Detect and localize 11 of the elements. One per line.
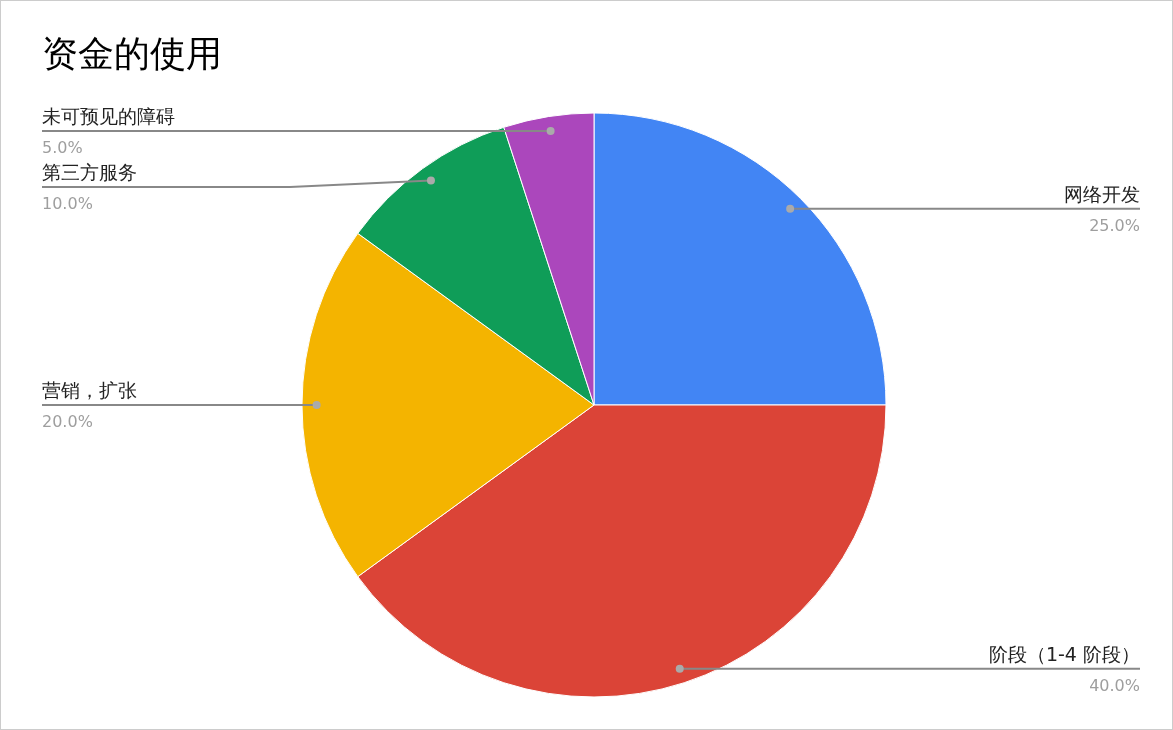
title: 资金的使用 [42,33,222,74]
data-label: 20.0% [42,412,93,431]
slice-label: 网络开发 [1064,182,1140,205]
slice-label: 营销，扩张 [42,379,137,401]
slice-label: 第三方服务 [42,161,137,184]
slice-label: 未可预见的障碍 [42,105,175,128]
data-label: 25.0% [1089,215,1140,235]
data-label: 10.0% [42,194,93,214]
data-label: 5.0% [42,138,83,158]
slice-label: 阶段（1-4 阶段） [988,642,1140,665]
data-label: 40.0% [1089,675,1140,695]
